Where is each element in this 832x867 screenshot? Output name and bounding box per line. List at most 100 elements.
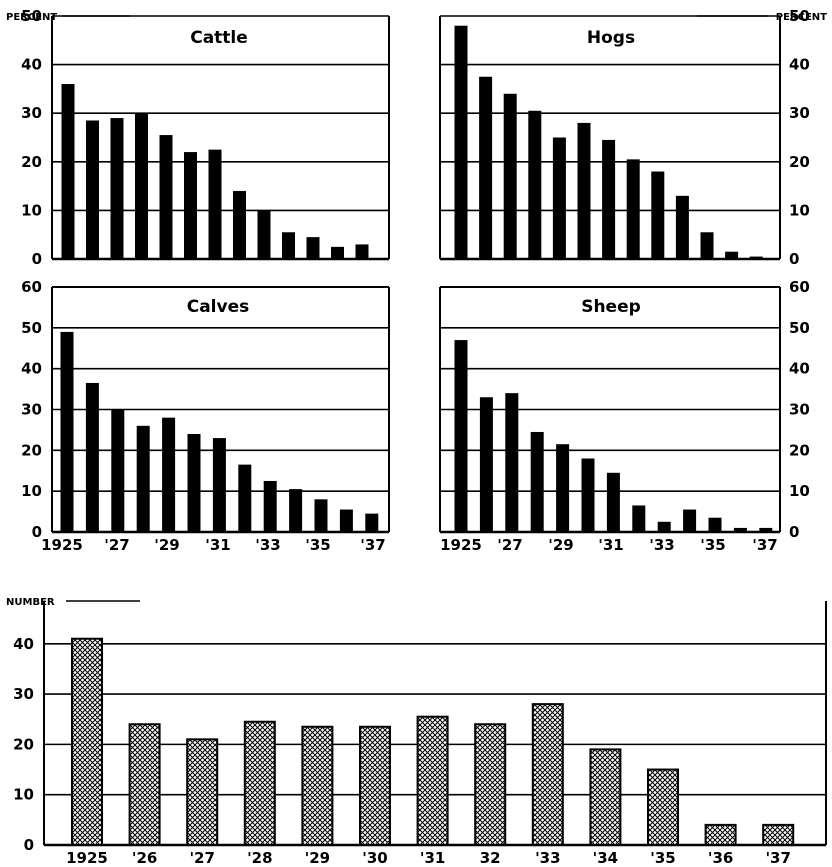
sheep-y-tick-label: 30	[789, 401, 810, 419]
sheep-bar	[606, 472, 620, 532]
number-bar	[647, 768, 679, 846]
cattle-bar	[184, 152, 197, 259]
sheep-bar	[581, 458, 595, 532]
sheep-y-tick-label: 50	[789, 319, 810, 337]
sheep-x-tick-label: '35	[700, 536, 725, 554]
number-bar	[589, 748, 622, 846]
cattle-bar	[61, 84, 75, 259]
hogs-bar	[749, 256, 763, 259]
cattle-y-tick-label: 40	[21, 56, 42, 74]
number-bar	[474, 723, 507, 847]
hogs-chart: 0 10 20 30 40 50	[439, 7, 810, 268]
sheep-x-tick-label: 1925	[440, 536, 482, 554]
calves-y-tick-label: 50	[21, 319, 42, 337]
hogs-bar	[675, 195, 689, 259]
sheep-bar	[505, 393, 519, 532]
calves-x-tick-label: '29	[154, 536, 179, 554]
hogs-bar	[700, 232, 714, 259]
calves-bar	[212, 438, 226, 532]
calves-x-tick-label: '27	[104, 536, 129, 554]
number-y-tick-label: 40	[13, 635, 34, 653]
number-x-tick-label: '31	[420, 849, 445, 867]
hogs-y-tick-label: 30	[789, 104, 810, 122]
calves-bar	[187, 434, 201, 532]
sheep-chart: 0 10 20 30 40 50 60 1925 '27 '29 '31 '33 '35 '37	[439, 278, 810, 554]
sheep-y-tick-label: 60	[789, 278, 810, 296]
percent-label-right: PERCENT	[776, 12, 827, 23]
sheep-bar	[759, 527, 773, 532]
calves-bar	[339, 509, 353, 532]
number-x-tick-label: '36	[708, 849, 733, 867]
calves-bar	[365, 513, 379, 532]
percent-label-left: PERCENT	[6, 12, 57, 23]
calves-title: Calves	[187, 297, 250, 317]
cattle-y-tick-label: 0	[32, 250, 42, 268]
calves-y-tick-label: 60	[21, 278, 42, 296]
cattle-y-tick-label: 20	[21, 153, 42, 171]
calves-x-tick-label: '33	[255, 536, 280, 554]
number-bar	[762, 823, 795, 846]
calves-y-tick-label: 0	[32, 523, 42, 541]
sheep-x-tick-label: '37	[752, 536, 777, 554]
cattle-bar	[282, 232, 295, 259]
calves-bar	[136, 425, 150, 532]
sheep-bar	[733, 527, 747, 532]
number-x-tick-label: '33	[535, 849, 560, 867]
cattle-title: Cattle	[190, 28, 248, 48]
number-x-tick-label: '35	[650, 849, 675, 867]
hogs-bar	[479, 76, 493, 259]
calves-x-tick-label: 1925	[41, 536, 83, 554]
number-x-tick-label: 32	[480, 849, 501, 867]
number-y-tick-label: 20	[13, 735, 34, 753]
cattle-bar	[208, 149, 222, 259]
cattle-bar	[233, 190, 246, 259]
sheep-bar	[479, 397, 493, 532]
calves-y-tick-label: 20	[21, 441, 42, 459]
number-x-tick-label: '29	[305, 849, 330, 867]
calves-bar	[289, 489, 303, 532]
sheep-y-tick-label: 40	[789, 360, 810, 378]
number-y-tick-label: 30	[13, 685, 34, 703]
sheep-y-tick-label: 10	[789, 482, 810, 500]
cattle-chart: 0 10 20 30 40 50	[21, 7, 390, 268]
calves-bar	[263, 480, 277, 532]
calves-y-tick-label: 30	[21, 401, 42, 419]
cattle-y-tick-label: 50	[21, 7, 42, 25]
number-chart: 0 10 20 30 40 1925 '26 '27 '28 '29 '30 '31 32 '33 '34 '…	[13, 601, 827, 867]
hogs-y-tick-label: 10	[789, 201, 810, 219]
calves-bar	[111, 409, 125, 532]
number-bar	[186, 738, 219, 847]
number-x-tick-label: '37	[765, 849, 790, 867]
cattle-bar	[135, 113, 148, 259]
cattle-y-tick-label: 30	[21, 104, 42, 122]
cattle-bar	[159, 135, 173, 259]
hogs-bar	[454, 25, 468, 259]
hogs-bar	[725, 251, 739, 259]
number-bar	[128, 723, 161, 847]
sheep-x-tick-label: '33	[649, 536, 674, 554]
hogs-bar	[577, 122, 591, 259]
number-bar	[704, 823, 737, 846]
number-bar	[416, 715, 449, 847]
calves-bar	[162, 417, 176, 532]
number-x-tick-label: '34	[593, 849, 618, 867]
cattle-bar	[306, 237, 320, 259]
hogs-y-tick-label: 0	[789, 250, 799, 268]
hogs-bar	[503, 93, 517, 259]
hogs-y-tick-label: 20	[789, 153, 810, 171]
calves-bar	[85, 382, 99, 532]
sheep-bar	[530, 431, 544, 532]
calves-bar	[60, 331, 74, 532]
cattle-bar	[331, 246, 344, 259]
sheep-y-tick-label: 0	[789, 523, 799, 541]
sheep-bar	[556, 444, 570, 532]
sheep-bar	[708, 517, 722, 532]
number-label: NUMBER	[6, 597, 55, 608]
hogs-title: Hogs	[587, 28, 635, 48]
number-x-tick-label: '27	[189, 849, 214, 867]
sheep-bar	[683, 509, 697, 532]
sheep-bar	[454, 340, 468, 532]
number-bar	[359, 725, 391, 846]
number-bar	[71, 637, 103, 846]
calves-y-tick-label: 10	[21, 482, 42, 500]
